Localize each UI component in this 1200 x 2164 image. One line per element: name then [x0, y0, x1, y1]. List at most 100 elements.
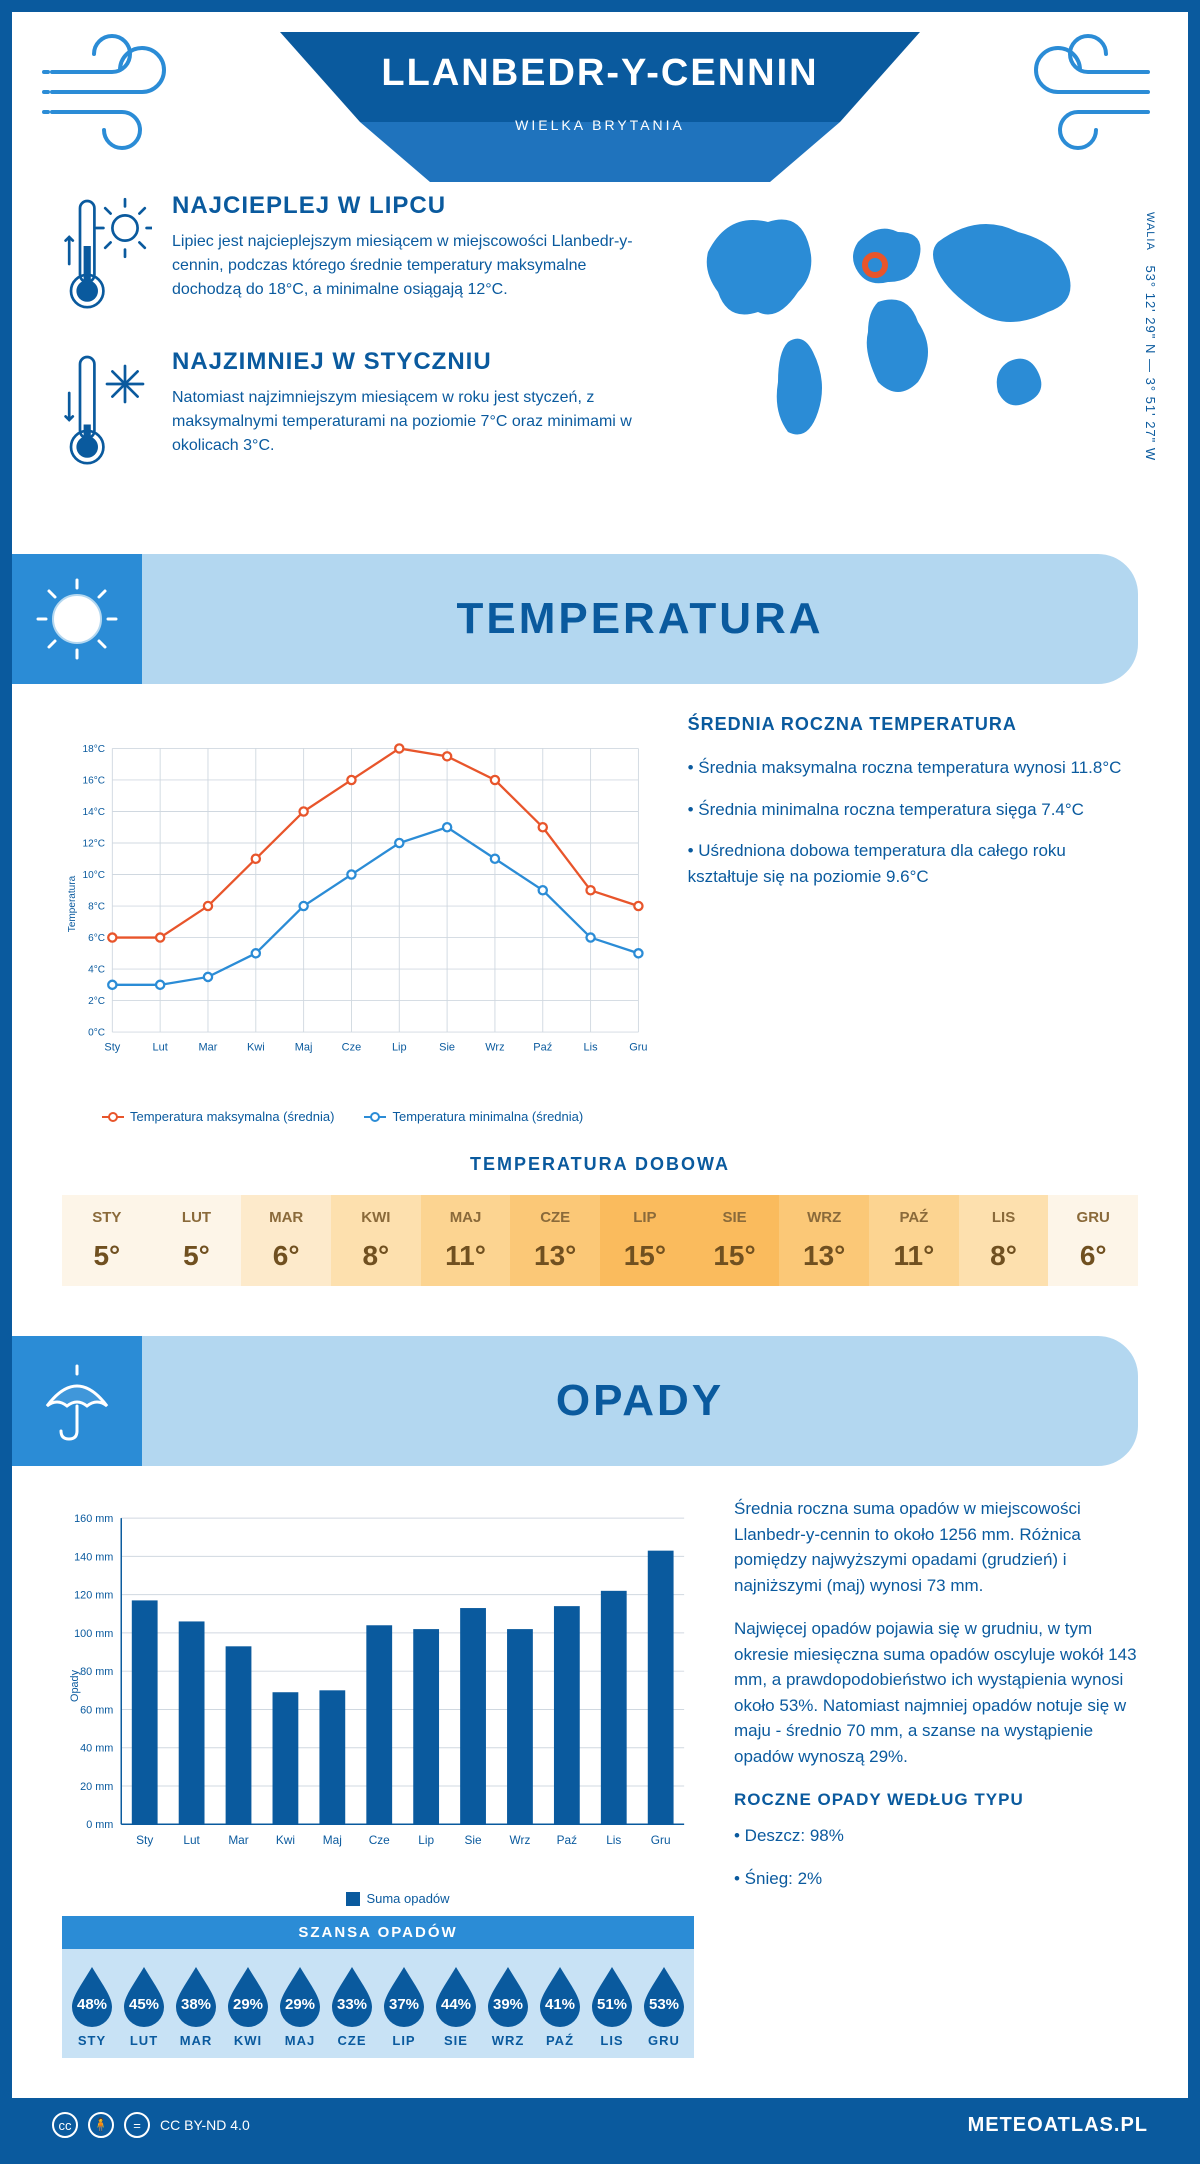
chance-drop: 38% MAR	[170, 1963, 222, 2048]
map-area: WALIA 53° 12' 29" N — 3° 51' 27" W	[678, 192, 1138, 504]
svg-text:Sty: Sty	[136, 1833, 153, 1847]
svg-text:39%: 39%	[493, 1996, 523, 2013]
header: LLANBEDR-Y-CENNIN WIELKA BRYTANIA	[12, 12, 1188, 152]
svg-text:53%: 53%	[649, 1996, 679, 2013]
svg-text:Wrz: Wrz	[510, 1833, 531, 1847]
svg-text:8°C: 8°C	[88, 902, 105, 913]
svg-text:0°C: 0°C	[88, 1028, 105, 1039]
svg-text:Lut: Lut	[153, 1041, 168, 1053]
svg-text:51%: 51%	[597, 1996, 627, 2013]
svg-text:Mar: Mar	[228, 1833, 248, 1847]
svg-text:29%: 29%	[285, 1996, 315, 2013]
precipitation-heading: OPADY	[142, 1376, 1138, 1426]
daily-cell: LUT5°	[152, 1195, 242, 1286]
thermometer-cold-icon	[62, 348, 152, 474]
warm-text: Lipiec jest najcieplejszym miesiącem w m…	[172, 230, 648, 302]
chance-drop: 37% LIP	[378, 1963, 430, 2048]
svg-text:12°C: 12°C	[83, 839, 105, 850]
svg-text:20 mm: 20 mm	[80, 1781, 113, 1793]
svg-text:18°C: 18°C	[83, 744, 105, 755]
umbrella-icon	[32, 1356, 122, 1446]
temperature-banner: TEMPERATURA	[12, 554, 1138, 684]
svg-text:Lip: Lip	[392, 1041, 407, 1053]
svg-text:Paź: Paź	[557, 1833, 577, 1847]
chance-drop: 29% MAJ	[274, 1963, 326, 2048]
svg-text:10°C: 10°C	[83, 870, 105, 881]
svg-text:Sty: Sty	[104, 1041, 120, 1053]
svg-text:33%: 33%	[337, 1996, 367, 2013]
daily-cell: SIE15°	[690, 1195, 780, 1286]
warm-block: NAJCIEPLEJ W LIPCU Lipiec jest najcieple…	[62, 192, 648, 318]
daily-cell: WRZ13°	[779, 1195, 869, 1286]
svg-text:Mar: Mar	[199, 1041, 218, 1053]
wind-icon	[42, 32, 202, 152]
svg-text:Maj: Maj	[323, 1833, 342, 1847]
svg-text:41%: 41%	[545, 1996, 575, 2013]
svg-text:Gru: Gru	[651, 1833, 671, 1847]
svg-text:Sie: Sie	[464, 1833, 482, 1847]
svg-text:44%: 44%	[441, 1996, 471, 2013]
svg-text:Lis: Lis	[606, 1833, 621, 1847]
by-icon: 🧍	[88, 2112, 114, 2138]
svg-text:80 mm: 80 mm	[80, 1666, 113, 1678]
temperature-chart: 0°C2°C4°C6°C8°C10°C12°C14°C16°C18°CStyLu…	[62, 714, 648, 1124]
chance-drop: 33% CZE	[326, 1963, 378, 2048]
svg-text:120 mm: 120 mm	[74, 1590, 113, 1602]
svg-text:Lut: Lut	[183, 1833, 200, 1847]
intro-section: NAJCIEPLEJ W LIPCU Lipiec jest najcieple…	[12, 152, 1188, 534]
precipitation-chart: 0 mm20 mm40 mm60 mm80 mm100 mm120 mm140 …	[62, 1496, 694, 2058]
svg-text:48%: 48%	[77, 1996, 107, 2013]
city-title: LLANBEDR-Y-CENNIN	[280, 52, 920, 95]
chance-drop: 53% GRU	[638, 1963, 690, 2048]
svg-text:Sie: Sie	[439, 1041, 455, 1053]
cold-title: NAJZIMNIEJ W STYCZNIU	[172, 348, 648, 376]
daily-cell: KWI8°	[331, 1195, 421, 1286]
chance-drop: 41% PAŹ	[534, 1963, 586, 2048]
svg-text:0 mm: 0 mm	[86, 1819, 113, 1831]
svg-text:14°C: 14°C	[83, 807, 105, 818]
sun-icon	[32, 574, 122, 664]
site-name: METEOATLAS.PL	[968, 2114, 1148, 2137]
nd-icon: =	[124, 2112, 150, 2138]
svg-text:Kwi: Kwi	[276, 1833, 295, 1847]
svg-text:160 mm: 160 mm	[74, 1513, 113, 1525]
temp-legend: Temperatura maksymalna (średnia) Tempera…	[62, 1109, 648, 1124]
svg-text:40 mm: 40 mm	[80, 1743, 113, 1755]
svg-text:140 mm: 140 mm	[74, 1551, 113, 1563]
footer: cc 🧍 = CC BY-ND 4.0 METEOATLAS.PL	[12, 2098, 1188, 2152]
svg-text:Kwi: Kwi	[247, 1041, 265, 1053]
temperature-summary: ŚREDNIA ROCZNA TEMPERATURA • Średnia mak…	[688, 714, 1138, 1124]
temperature-heading: TEMPERATURA	[142, 594, 1138, 644]
daily-cell: MAJ11°	[421, 1195, 511, 1286]
svg-text:Wrz: Wrz	[485, 1041, 504, 1053]
daily-cell: LIP15°	[600, 1195, 690, 1286]
cold-text: Natomiast najzimniejszym miesiącem w rok…	[172, 386, 648, 458]
license: cc 🧍 = CC BY-ND 4.0	[52, 2112, 250, 2138]
svg-text:29%: 29%	[233, 1996, 263, 2013]
cold-block: NAJZIMNIEJ W STYCZNIU Natomiast najzimni…	[62, 348, 648, 474]
daily-cell: STY5°	[62, 1195, 152, 1286]
precipitation-summary: Średnia roczna suma opadów w miejscowośc…	[734, 1496, 1138, 2058]
svg-text:38%: 38%	[181, 1996, 211, 2013]
coordinates: WALIA 53° 12' 29" N — 3° 51' 27" W	[1143, 212, 1158, 461]
chance-drop: 48% STY	[66, 1963, 118, 2048]
svg-text:Lip: Lip	[418, 1833, 434, 1847]
page-container: LLANBEDR-Y-CENNIN WIELKA BRYTANIA	[0, 0, 1200, 2164]
svg-text:45%: 45%	[129, 1996, 159, 2013]
chance-drop: 45% LUT	[118, 1963, 170, 2048]
title-banner: LLANBEDR-Y-CENNIN WIELKA BRYTANIA	[280, 32, 920, 133]
svg-text:Opady: Opady	[69, 1669, 81, 1702]
chance-drop: 29% KWI	[222, 1963, 274, 2048]
svg-text:4°C: 4°C	[88, 965, 105, 976]
svg-text:Cze: Cze	[342, 1041, 362, 1053]
daily-cell: LIS8°	[959, 1195, 1049, 1286]
daily-cell: CZE13°	[510, 1195, 600, 1286]
country-subtitle: WIELKA BRYTANIA	[280, 117, 920, 133]
precip-legend: Suma opadów	[62, 1891, 694, 1906]
daily-temperature: TEMPERATURA DOBOWA STY5°LUT5°MAR6°KWI8°M…	[12, 1124, 1188, 1316]
svg-text:100 mm: 100 mm	[74, 1628, 113, 1640]
svg-text:Gru: Gru	[629, 1041, 647, 1053]
daily-cell: GRU6°	[1048, 1195, 1138, 1286]
world-map-icon	[678, 192, 1098, 452]
svg-text:Lis: Lis	[584, 1041, 599, 1053]
